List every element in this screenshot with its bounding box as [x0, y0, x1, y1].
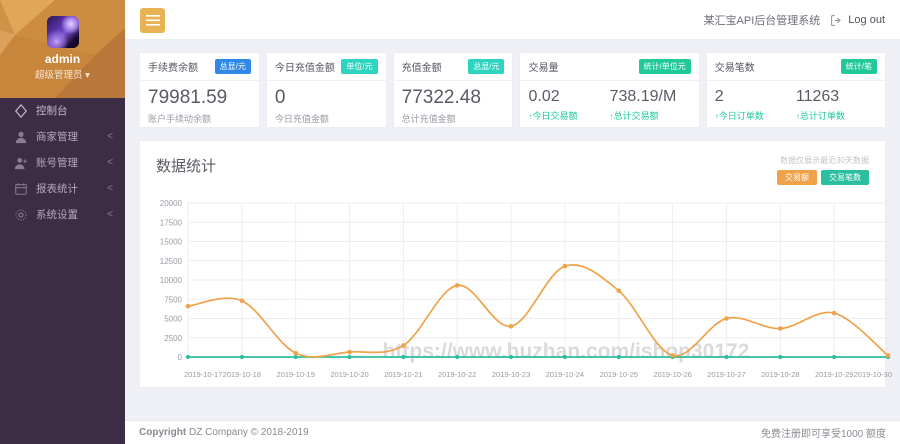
svg-text:10000: 10000	[160, 276, 183, 285]
svg-text:2019-10-21: 2019-10-21	[384, 370, 422, 379]
svg-text:5000: 5000	[164, 315, 182, 324]
svg-text:2019-10-23: 2019-10-23	[492, 370, 530, 379]
svg-text:0: 0	[178, 353, 183, 362]
svg-text:2500: 2500	[164, 334, 182, 343]
svg-text:17500: 17500	[160, 218, 183, 227]
svg-text:2019-10-25: 2019-10-25	[600, 370, 638, 379]
svg-text:2019-10-22: 2019-10-22	[438, 370, 476, 379]
svg-text:2019-10-27: 2019-10-27	[707, 370, 745, 379]
svg-text:2019-10-29: 2019-10-29	[815, 370, 853, 379]
svg-text:https://www.huzhan.com/ishop30: https://www.huzhan.com/ishop30172	[383, 340, 750, 363]
svg-text:7500: 7500	[164, 295, 182, 304]
svg-text:2019-10-19: 2019-10-19	[277, 370, 315, 379]
svg-text:2019-10-18: 2019-10-18	[223, 370, 261, 379]
svg-text:2019-10-30: 2019-10-30	[854, 370, 892, 379]
svg-text:2019-10-26: 2019-10-26	[653, 370, 691, 379]
svg-text:2019-10-20: 2019-10-20	[330, 370, 368, 379]
svg-text:2019-10-28: 2019-10-28	[761, 370, 799, 379]
svg-text:12500: 12500	[160, 257, 183, 266]
svg-text:2019-10-17: 2019-10-17	[184, 370, 222, 379]
svg-text:2019-10-24: 2019-10-24	[546, 370, 584, 379]
svg-text:20000: 20000	[160, 199, 183, 208]
svg-text:15000: 15000	[160, 238, 183, 247]
